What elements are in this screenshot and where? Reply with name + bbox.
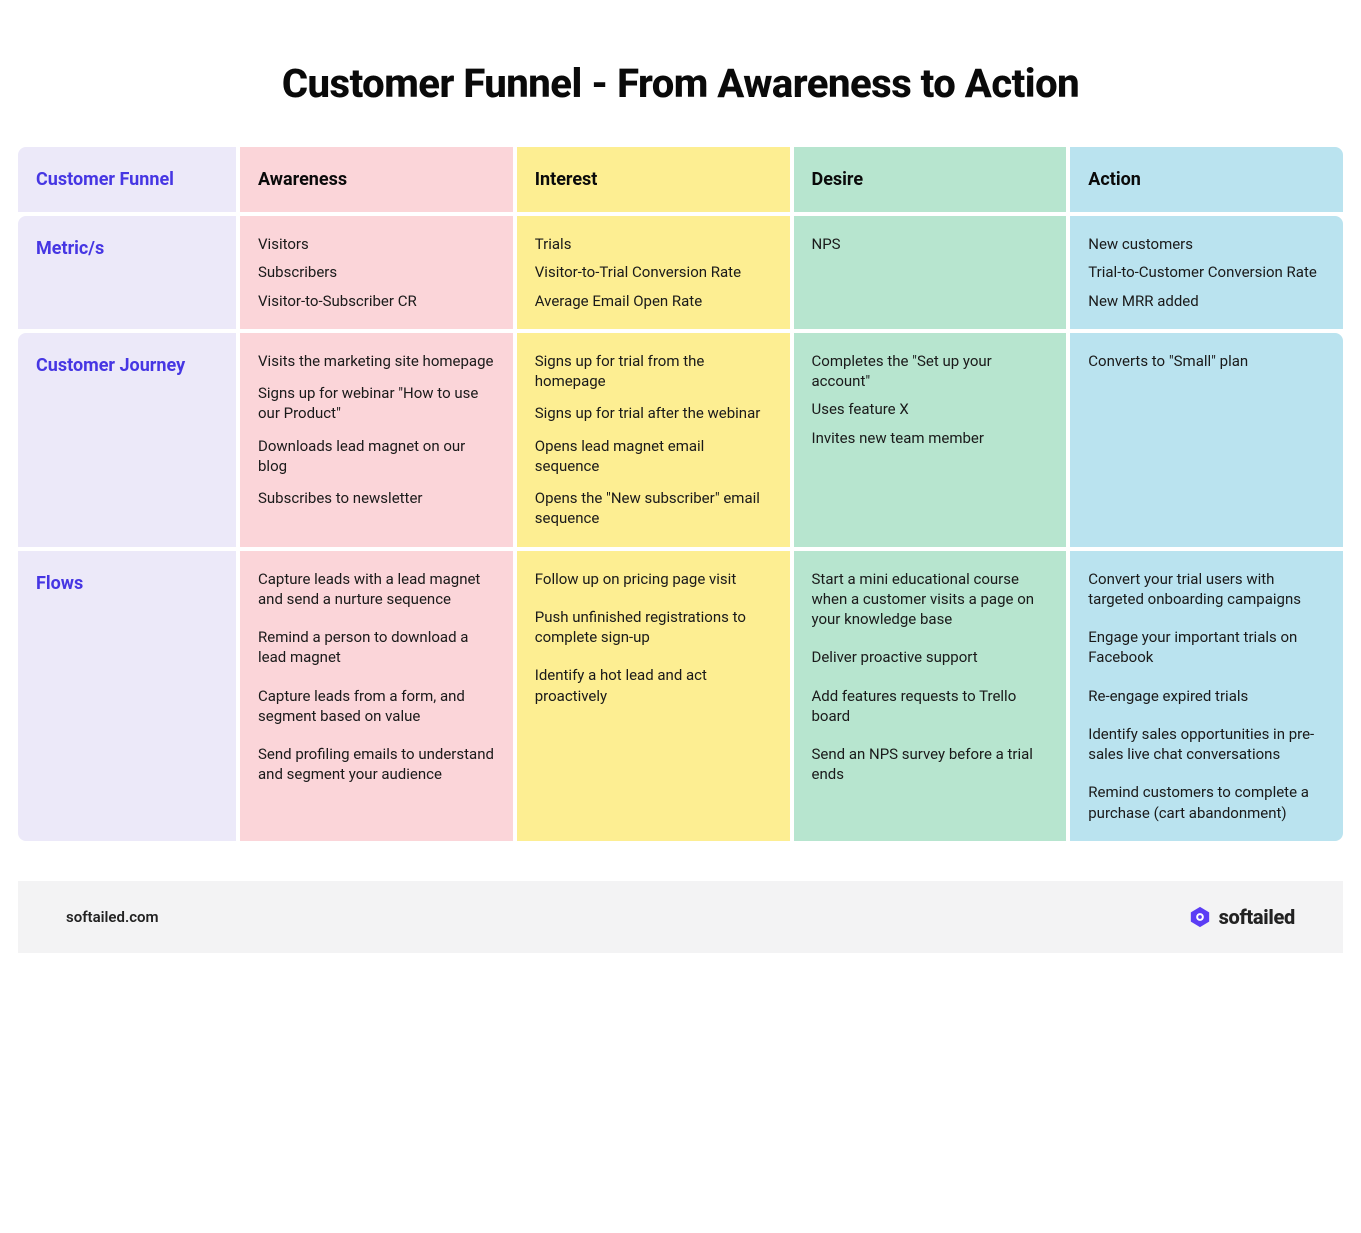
list-item: Invites new team member: [812, 428, 1049, 448]
metrics-desire: NPS: [794, 216, 1067, 329]
list-item: Add features requests to Trello board: [812, 686, 1049, 727]
header-interest: Interest: [517, 147, 790, 212]
rowlabel-journey: Customer Journey: [18, 333, 236, 547]
brand-name: softailed: [1219, 905, 1295, 929]
metrics-interest: Trials Visitor-to-Trial Conversion Rate …: [517, 216, 790, 329]
metrics-awareness: Visitors Subscribers Visitor-to-Subscrib…: [240, 216, 513, 329]
list-item: New customers: [1088, 234, 1325, 254]
list-item: Capture leads from a form, and segment b…: [258, 686, 495, 727]
list-item: Engage your important trials on Facebook: [1088, 627, 1325, 668]
header-desire: Desire: [794, 147, 1067, 212]
list-item: Uses feature X: [812, 399, 1049, 419]
list-item: Capture leads with a lead magnet and sen…: [258, 569, 495, 610]
list-item: Signs up for trial after the webinar: [535, 403, 772, 423]
page-title: Customer Funnel - From Awareness to Acti…: [18, 60, 1343, 107]
metrics-action: New customers Trial-to-Customer Conversi…: [1070, 216, 1343, 329]
list-item: Push unfinished registrations to complet…: [535, 607, 772, 648]
list-item: Follow up on pricing page visit: [535, 569, 772, 589]
list-item: Trials: [535, 234, 772, 254]
list-item: Visitors: [258, 234, 495, 254]
list-item: Opens lead magnet email sequence: [535, 436, 772, 477]
list-item: Identify sales opportunities in pre-sale…: [1088, 724, 1325, 765]
brand: softailed: [1189, 905, 1295, 929]
flows-action: Convert your trial users with targeted o…: [1070, 551, 1343, 841]
brand-logo-icon: [1189, 906, 1211, 928]
list-item: Visitor-to-Trial Conversion Rate: [535, 262, 772, 282]
flows-interest: Follow up on pricing page visit Push unf…: [517, 551, 790, 841]
list-item: Trial-to-Customer Conversion Rate: [1088, 262, 1325, 282]
list-item: Re-engage expired trials: [1088, 686, 1325, 706]
list-item: Remind a person to download a lead magne…: [258, 627, 495, 668]
funnel-grid: Customer Funnel Awareness Interest Desir…: [18, 147, 1343, 841]
list-item: Signs up for webinar "How to use our Pro…: [258, 383, 495, 424]
list-item: Send profiling emails to understand and …: [258, 744, 495, 785]
list-item: Convert your trial users with targeted o…: [1088, 569, 1325, 610]
list-item: Visits the marketing site homepage: [258, 351, 495, 371]
list-item: Identify a hot lead and act proactively: [535, 665, 772, 706]
list-item: Signs up for trial from the homepage: [535, 351, 772, 392]
list-item: Opens the "New subscriber" email sequenc…: [535, 488, 772, 529]
journey-awareness: Visits the marketing site homepage Signs…: [240, 333, 513, 547]
rowlabel-flows: Flows: [18, 551, 236, 841]
header-action: Action: [1070, 147, 1343, 212]
list-item: Visitor-to-Subscriber CR: [258, 291, 495, 311]
footer: softailed.com softailed: [18, 881, 1343, 953]
footer-url: softailed.com: [66, 908, 159, 926]
list-item: Converts to "Small" plan: [1088, 351, 1325, 371]
journey-action: Converts to "Small" plan: [1070, 333, 1343, 547]
flows-awareness: Capture leads with a lead magnet and sen…: [240, 551, 513, 841]
list-item: Downloads lead magnet on our blog: [258, 436, 495, 477]
header-customer-funnel: Customer Funnel: [18, 147, 236, 212]
list-item: Deliver proactive support: [812, 647, 1049, 667]
list-item: NPS: [812, 234, 1049, 254]
rowlabel-metrics: Metric/s: [18, 216, 236, 329]
journey-desire: Completes the "Set up your account" Uses…: [794, 333, 1067, 547]
flows-desire: Start a mini educational course when a c…: [794, 551, 1067, 841]
list-item: Average Email Open Rate: [535, 291, 772, 311]
list-item: Completes the "Set up your account": [812, 351, 1049, 392]
list-item: Subscribes to newsletter: [258, 488, 495, 508]
journey-interest: Signs up for trial from the homepage Sig…: [517, 333, 790, 547]
header-awareness: Awareness: [240, 147, 513, 212]
list-item: New MRR added: [1088, 291, 1325, 311]
list-item: Remind customers to complete a purchase …: [1088, 782, 1325, 823]
list-item: Start a mini educational course when a c…: [812, 569, 1049, 630]
list-item: Subscribers: [258, 262, 495, 282]
list-item: Send an NPS survey before a trial ends: [812, 744, 1049, 785]
